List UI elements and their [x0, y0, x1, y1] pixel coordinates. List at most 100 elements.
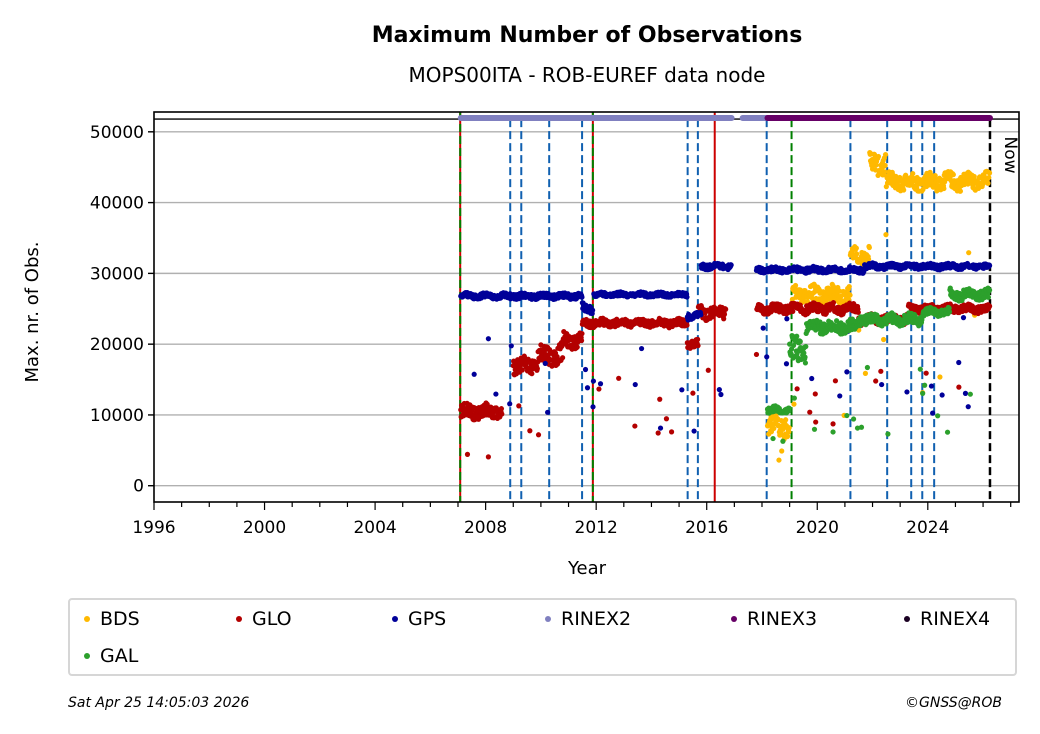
data-point: [534, 366, 540, 372]
data-point: [878, 368, 884, 374]
data-point: [882, 151, 889, 158]
data-point: [695, 336, 701, 342]
data-point: [873, 378, 879, 384]
data-point: [638, 345, 645, 352]
data-point: [950, 172, 956, 178]
x-tick-label: 2004: [353, 518, 396, 538]
data-point: [962, 390, 969, 396]
x-tick-label: 1996: [132, 518, 175, 538]
data-point: [830, 300, 837, 306]
legend-item-rinex4: RINEX4: [904, 608, 990, 630]
series-bds: [764, 150, 993, 463]
data-point: [922, 382, 928, 388]
data-point: [668, 429, 675, 435]
data-point: [864, 364, 870, 371]
data-point: [684, 294, 690, 300]
data-point: [790, 342, 797, 349]
data-point: [855, 309, 861, 315]
data-point: [960, 315, 967, 321]
legend-label: GPS: [408, 608, 447, 630]
data-point: [853, 245, 859, 251]
legend-label: RINEX2: [561, 608, 632, 630]
legend-label: RINEX4: [920, 608, 991, 630]
data-point: [802, 354, 808, 360]
data-point: [930, 410, 936, 416]
data-point: [507, 401, 513, 407]
data-point: [920, 186, 926, 193]
data-point: [545, 409, 551, 415]
data-point: [716, 387, 722, 393]
x-tick-label: 2016: [685, 518, 728, 538]
data-point: [616, 375, 622, 381]
data-point: [655, 430, 661, 436]
data-point: [830, 421, 836, 427]
data-point: [986, 263, 993, 269]
data-point: [837, 393, 843, 399]
x-axis: 1996 2000 2004 2008 2012 2016 2020 2024: [132, 502, 1012, 538]
data-point: [846, 283, 852, 290]
data-point: [632, 381, 638, 388]
data-point: [910, 170, 916, 177]
data-point: [812, 391, 818, 397]
data-point: [579, 331, 585, 337]
data-point: [830, 429, 836, 435]
data-point: [986, 175, 992, 181]
data-point: [560, 355, 566, 361]
data-point: [723, 306, 729, 312]
series-gal: [764, 285, 993, 444]
x-tick-label: 2012: [575, 518, 618, 538]
data-point: [803, 343, 809, 350]
y-axis: 0 10000 20000 30000 40000 50000: [90, 123, 154, 497]
data-point: [928, 383, 935, 389]
data-point: [882, 162, 888, 169]
y-tick-label: 50000: [90, 123, 144, 143]
data-point: [519, 367, 525, 373]
data-point: [632, 423, 638, 429]
data-point: [471, 371, 477, 377]
data-point: [780, 438, 786, 444]
data-point: [946, 309, 953, 315]
legend-item-gps: GPS: [392, 608, 446, 630]
data-point: [850, 416, 857, 422]
data-point: [718, 391, 724, 398]
legend: BDS GLO GPS RINEX2 RINEX3 RINEX4 GAL: [68, 598, 1017, 676]
data-points: [458, 150, 993, 463]
data-point: [883, 321, 889, 327]
data-point: [794, 386, 800, 392]
data-point: [695, 343, 701, 349]
legend-item-glo: GLO: [236, 608, 292, 630]
data-point: [464, 451, 471, 457]
data-point: [791, 395, 797, 401]
data-point: [957, 188, 964, 194]
data-point: [967, 391, 973, 397]
data-point: [791, 401, 797, 407]
data-point: [783, 361, 790, 367]
data-point: [498, 406, 505, 412]
data-point: [854, 251, 860, 257]
data-point: [923, 370, 929, 376]
data-point: [809, 375, 815, 382]
data-point: [956, 359, 962, 366]
legend-marker: [236, 616, 242, 622]
data-point: [582, 366, 589, 373]
data-point: [698, 312, 704, 318]
data-point: [691, 428, 697, 434]
data-point: [811, 426, 818, 432]
data-point: [529, 371, 535, 377]
data-point: [721, 316, 727, 322]
y-tick-label: 10000: [90, 406, 144, 426]
data-point: [485, 336, 491, 342]
data-point: [485, 454, 491, 460]
legend-item-rinex2: RINEX2: [545, 608, 631, 630]
data-point: [764, 354, 770, 360]
now-label: Now: [1000, 136, 1020, 173]
x-tick-label: 2024: [906, 518, 949, 538]
data-point: [784, 316, 790, 322]
data-point: [847, 292, 853, 298]
timestamp: Sat Apr 25 14:05:03 2026: [68, 695, 250, 711]
legend-label: BDS: [100, 608, 140, 630]
data-point: [574, 344, 580, 350]
y-axis-label: Max. nr. of Obs.: [22, 241, 43, 382]
data-point: [880, 336, 887, 343]
